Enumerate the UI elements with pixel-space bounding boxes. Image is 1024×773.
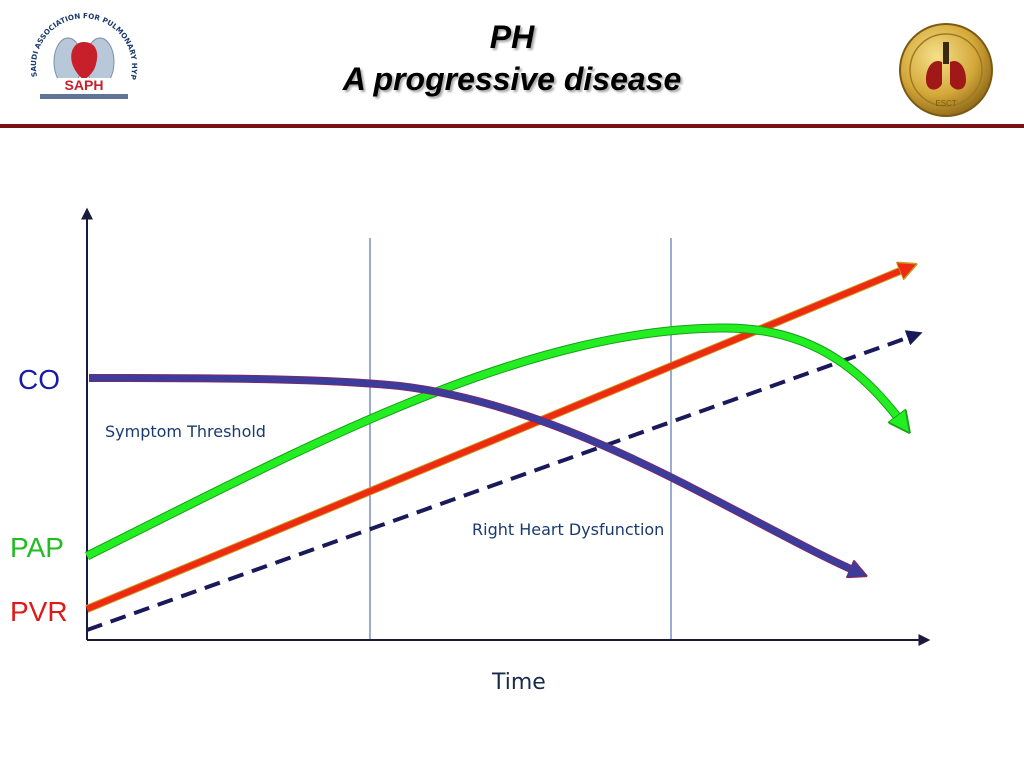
pap-curve <box>85 324 906 560</box>
svg-text:SAPH: SAPH <box>65 77 104 93</box>
svg-text:ESCT: ESCT <box>935 99 956 108</box>
title-line-1: PH <box>489 19 535 55</box>
co-curve-outline <box>88 374 864 578</box>
co-label: CO <box>18 364 60 395</box>
header-divider <box>0 124 1024 128</box>
header: SAUDI ASSOCIATION FOR PULMONARY HYPERTEN… <box>0 0 1024 128</box>
dashed-trend-line <box>86 330 923 632</box>
pvr-label: PVR <box>10 596 68 627</box>
title-line-2: A progressive disease <box>342 61 682 97</box>
esct-medallion-icon: ESCT <box>898 22 994 118</box>
symptom-threshold-label: Symptom Threshold <box>105 422 266 441</box>
saph-logo-icon: SAUDI ASSOCIATION FOR PULMONARY HYPERTEN… <box>21 0 144 106</box>
x-axis-label: Time <box>492 670 546 695</box>
page-title: PH A progressive disease <box>212 16 812 100</box>
right-heart-dysfunction-label: Right Heart Dysfunction <box>472 520 665 539</box>
co-curve <box>88 375 862 574</box>
pvr-curve <box>85 266 912 612</box>
pap-label: PAP <box>10 532 64 563</box>
